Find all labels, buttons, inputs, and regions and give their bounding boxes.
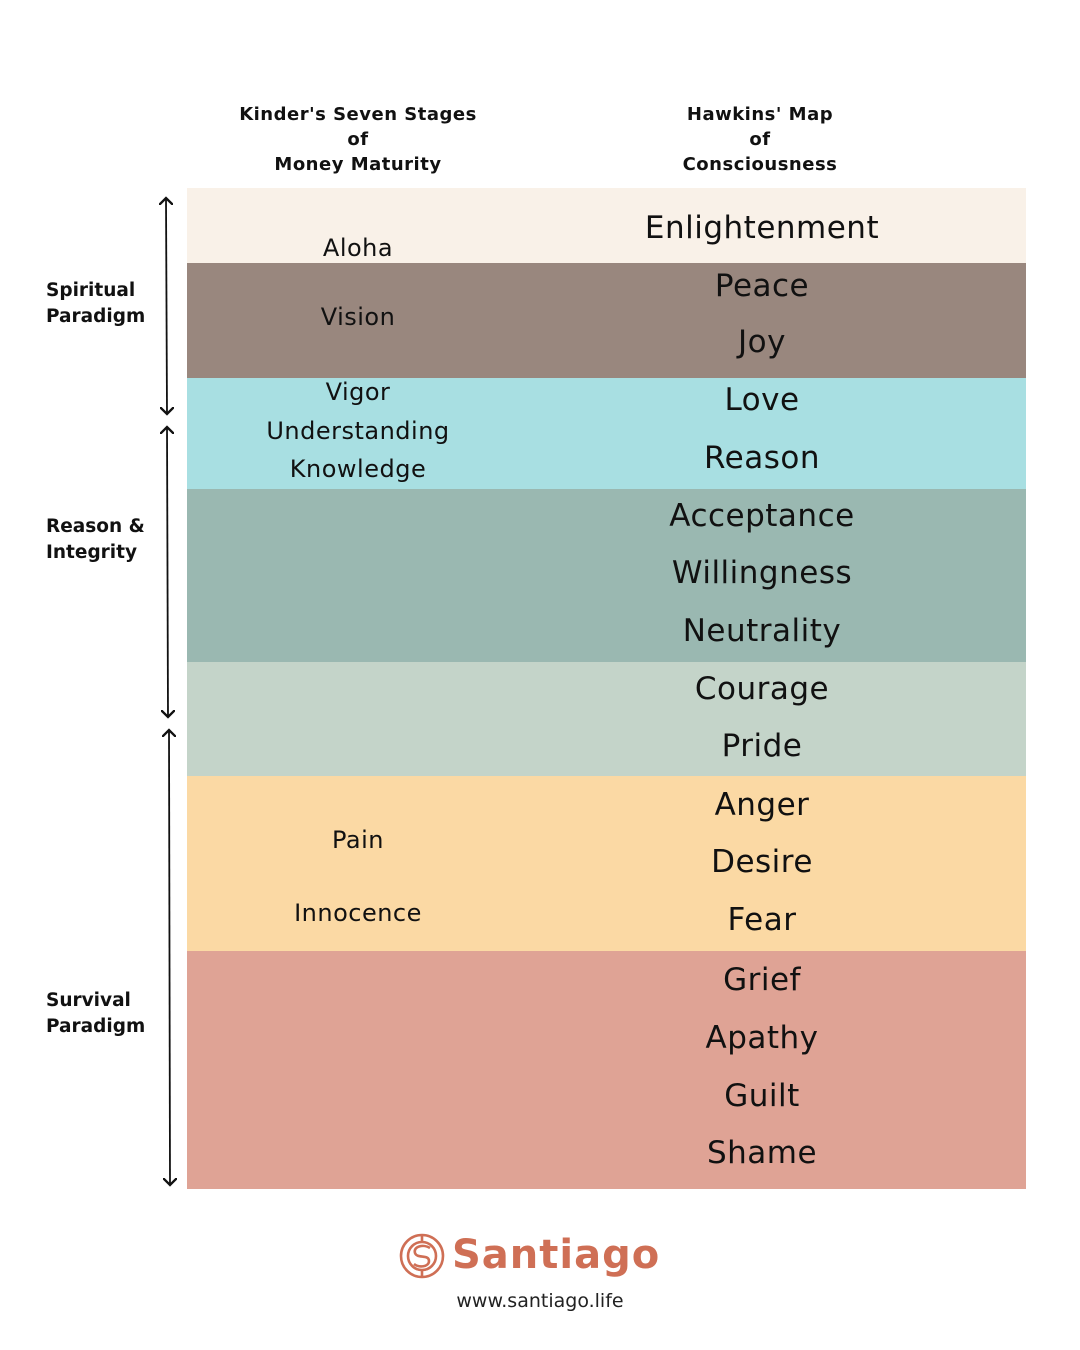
band-row [187,951,1026,1189]
kinder-stage: Vision [320,303,396,331]
hawkins-level: Desire [711,844,813,880]
band-row [187,378,1026,489]
band-row [187,188,1026,263]
band-row [187,662,1026,776]
kinder-stage: Pain [332,826,384,854]
hawkins-level: Willingness [671,555,853,591]
paradigm-reason: Reason & Integrity [46,514,145,566]
hawkins-level: Joy [738,324,786,360]
paradigm-spiritual: Spiritual Paradigm [46,278,145,330]
reason-range-arrow [167,427,168,717]
hawkins-header: Hawkins' Map of Consciousness [560,102,960,177]
santiago-logo-icon [399,1233,445,1279]
hawkins-level: Love [724,382,800,418]
header-line: of [347,129,369,150]
hawkins-level: Courage [694,671,830,707]
paradigm-survival: Survival Paradigm [46,988,145,1040]
paradigm-line: Paradigm [46,306,146,327]
hawkins-level: Shame [706,1135,818,1171]
hawkins-level: Fear [727,902,797,938]
hawkins-level: Peace [714,268,810,304]
survival-range-arrow [169,730,170,1185]
brand-name: Santiago [452,1232,661,1278]
hawkins-level: Enlightenment [644,210,880,246]
header-line: Consciousness [682,154,838,175]
kinder-stage: Aloha [322,234,394,262]
band-row [187,263,1026,378]
band-row [187,776,1026,951]
header-line: Money Maturity [274,154,442,175]
band-row [187,489,1026,662]
hawkins-level: Reason [704,440,820,476]
paradigm-line: Spiritual [46,280,136,301]
hawkins-level: Grief [723,962,801,998]
hawkins-level: Pride [721,728,803,764]
paradigm-line: Survival [46,990,131,1011]
paradigm-line: Integrity [46,542,138,563]
spiritual-range-arrow [166,198,167,414]
header-line: of [749,129,771,150]
kinder-stage: Innocence [294,899,422,927]
paradigm-line: Reason & [46,516,145,537]
kinder-header: Kinder's Seven Stages of Money Maturity [158,102,558,177]
brand-url[interactable]: www.santiago.life [456,1290,624,1312]
hawkins-level: Anger [714,787,810,823]
header-line: Hawkins' Map [686,104,834,125]
kinder-stage: Knowledge [289,455,427,483]
kinder-stage: Vigor [325,378,391,406]
hawkins-level: Guilt [724,1078,800,1114]
kinder-stage: Understanding [266,417,450,445]
hawkins-level: Acceptance [669,498,855,534]
header-line: Kinder's Seven Stages [239,104,477,125]
hawkins-level: Neutrality [682,613,842,649]
hawkins-level: Apathy [705,1020,819,1056]
paradigm-line: Paradigm [46,1016,146,1037]
